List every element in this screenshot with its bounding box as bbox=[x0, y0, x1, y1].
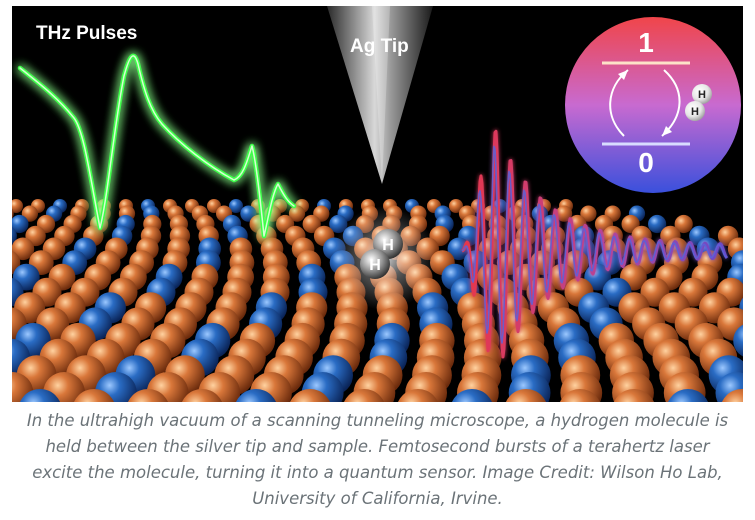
blue-atom bbox=[733, 324, 743, 357]
copper-atom bbox=[12, 208, 14, 219]
copper-atom bbox=[397, 389, 439, 402]
copper-atom bbox=[73, 389, 115, 402]
blue-atom bbox=[12, 214, 29, 234]
copper-atom bbox=[343, 389, 385, 402]
copper-atom bbox=[613, 389, 655, 402]
molecule-atom-label-bottom: H bbox=[369, 257, 381, 274]
copper-atom bbox=[181, 389, 223, 402]
upper-level-label: 1 bbox=[638, 27, 654, 58]
illustration-svg: H H 1 0 H H bbox=[12, 6, 743, 402]
article-figure-image: H H 1 0 H H bbox=[12, 6, 743, 402]
blue-atom bbox=[19, 389, 61, 402]
blue-atom bbox=[447, 237, 471, 261]
copper-atom bbox=[127, 389, 169, 402]
copper-atom bbox=[721, 389, 743, 402]
copper-atom bbox=[559, 389, 601, 402]
copper-atom bbox=[12, 199, 23, 213]
copper-atom bbox=[449, 199, 463, 213]
thz-pulse-waveform bbox=[17, 53, 297, 239]
copper-atom bbox=[289, 389, 331, 402]
thz-pulses-label: THz Pulses bbox=[36, 23, 137, 44]
ag-tip-label: Ag Tip bbox=[350, 36, 409, 57]
silver-tip bbox=[327, 6, 433, 184]
inset-atom-label-top: H bbox=[698, 89, 706, 101]
atom-lattice-surface bbox=[12, 199, 743, 402]
energy-level-inset: 1 0 H H bbox=[565, 17, 741, 193]
blue-atom bbox=[451, 389, 493, 402]
image-caption: In the ultrahigh vacuum of a scanning tu… bbox=[26, 411, 729, 508]
inset-atom-label-bottom: H bbox=[691, 106, 699, 118]
copper-atom bbox=[288, 205, 306, 222]
copper-atom bbox=[505, 389, 547, 402]
molecule-atom-label-top: H bbox=[382, 237, 394, 254]
blue-atom bbox=[667, 389, 709, 402]
copper-atom bbox=[674, 214, 693, 234]
blue-atom bbox=[229, 199, 243, 213]
copper-atom bbox=[12, 237, 35, 261]
copper-atom bbox=[580, 205, 597, 222]
blue-atom bbox=[235, 389, 277, 402]
blue-atom bbox=[648, 214, 667, 234]
hydrogen-molecule-under-tip: H H bbox=[332, 206, 436, 310]
copper-atom bbox=[556, 205, 573, 222]
copper-atom bbox=[302, 214, 321, 234]
lower-level-label: 0 bbox=[638, 147, 654, 178]
quantum-signal-waveform bbox=[461, 129, 729, 359]
